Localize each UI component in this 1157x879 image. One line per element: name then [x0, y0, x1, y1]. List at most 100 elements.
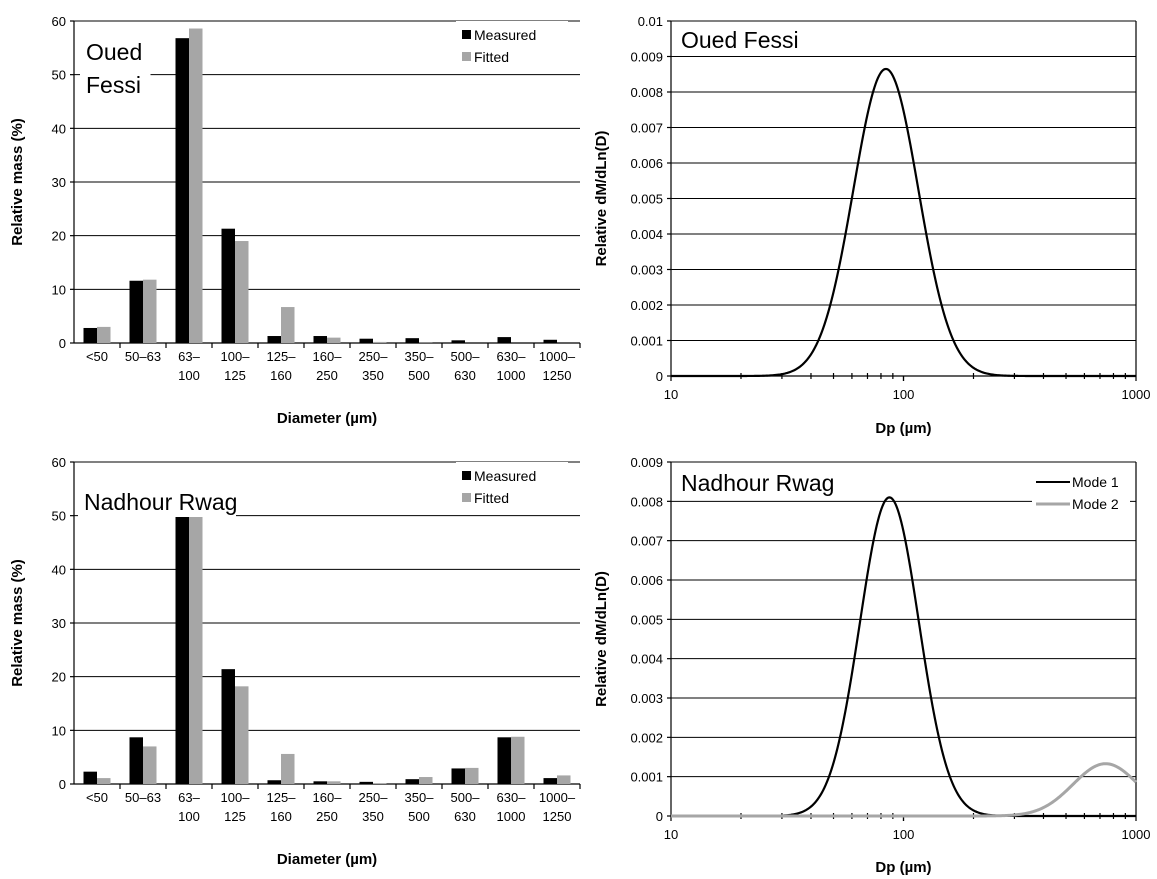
y-tick-label: 40: [52, 121, 66, 136]
y-tick-label: 0: [656, 369, 663, 384]
y-tick-label: 0.003: [630, 263, 663, 278]
y-tick-label: 10: [52, 282, 66, 297]
x-tick-label: 100–: [221, 790, 251, 805]
bar-fitted: [189, 28, 203, 343]
y-tick-label: 0.009: [630, 50, 663, 65]
x-axis-label: Diameter (µm): [277, 851, 377, 868]
x-tick-label: 350–: [405, 790, 435, 805]
legend-background: [456, 21, 568, 71]
x-tick-label: 125: [224, 809, 246, 824]
y-tick-label: 0: [59, 336, 66, 351]
legend-label: Fitted: [474, 490, 509, 506]
bar-measured: [543, 339, 557, 343]
title-background: [78, 480, 236, 517]
bar-measured: [497, 337, 511, 343]
y-tick-label: 0.001: [630, 334, 663, 349]
bar-measured: [405, 338, 419, 343]
x-tick-label: 630–: [497, 349, 527, 364]
x-tick-label: 350: [362, 368, 384, 383]
bar-measured: [83, 327, 97, 343]
y-tick-label: 0.007: [630, 121, 663, 136]
x-tick-label: 630: [454, 809, 476, 824]
bar-measured: [359, 338, 373, 343]
bar-measured: [359, 781, 373, 784]
x-tick-label: 100: [178, 368, 200, 383]
x-tick-label: 1250: [543, 368, 572, 383]
y-tick-label: 30: [52, 616, 66, 631]
bar-fitted: [189, 506, 203, 784]
bar-measured: [221, 669, 235, 784]
legend-swatch: [462, 493, 471, 502]
x-tick-label: 250–: [359, 349, 389, 364]
title-background: [675, 25, 801, 55]
x-tick-label: 250: [316, 368, 338, 383]
x-axis-label: Dp (µm): [875, 420, 931, 437]
x-tick-label: 630: [454, 368, 476, 383]
chart-line1: 0 0.001 0.002 0.003 0.004 0.005 0.006 0.007 0.00…: [593, 14, 1150, 437]
y-tick-label: 0.003: [630, 691, 663, 706]
bar-fitted: [235, 241, 249, 343]
legend-background: [1032, 472, 1130, 518]
bar-fitted: [281, 753, 295, 784]
x-tick-label: 160: [270, 368, 292, 383]
bar-measured: [129, 280, 143, 343]
bar-measured: [313, 781, 327, 784]
bar-fitted: [511, 736, 525, 784]
chart-bar2: 0 10 20 30 40 50 60 <50 50–63 63– 100 100– 125 125– 16…: [9, 455, 581, 868]
x-tick-label: 50–63: [125, 349, 161, 364]
series-line-1: [671, 67, 1136, 378]
bar-fitted: [327, 337, 341, 343]
x-tick-label: 10: [664, 827, 678, 842]
bar-measured: [267, 336, 281, 343]
chart-title: Oued Fessi: [681, 27, 799, 53]
legend-swatch: [462, 52, 471, 61]
x-axis-label: Dp (µm): [875, 859, 931, 876]
y-tick-label: 0.009: [630, 455, 663, 470]
x-tick-label: 1250: [543, 809, 572, 824]
legend-swatch: [462, 30, 471, 39]
bar-fitted: [143, 746, 157, 784]
x-tick-label: 63–: [178, 790, 200, 805]
y-tick-label: 0.004: [630, 652, 663, 667]
y-tick-label: 30: [52, 175, 66, 190]
y-tick-label: 60: [52, 455, 66, 470]
bar-fitted: [143, 279, 157, 343]
legend-swatch: [462, 471, 471, 480]
bar-measured: [175, 511, 189, 784]
bar-measured: [451, 340, 465, 343]
bar-measured: [267, 780, 281, 784]
chart-title: Nadhour Rwag: [681, 470, 834, 496]
bar-fitted: [97, 778, 111, 784]
y-tick-label: 0.002: [630, 730, 663, 745]
x-tick-label: 100: [893, 387, 915, 402]
x-axis-label: Diameter (µm): [277, 410, 377, 427]
y-tick-label: 0.001: [630, 770, 663, 785]
bar-fitted: [97, 326, 111, 343]
y-axis-label: Relative mass (%): [9, 118, 26, 246]
y-axis-label: Relative dM/dLn(D): [593, 571, 610, 707]
bar-fitted: [465, 767, 479, 784]
bar-fitted: [419, 777, 433, 784]
x-tick-label: 500: [408, 809, 430, 824]
x-tick-label: 350–: [405, 349, 435, 364]
chart-title: Oued: [86, 39, 142, 65]
bar-measured: [497, 737, 511, 784]
legend-label: Measured: [474, 27, 536, 43]
y-tick-label: 0.008: [630, 85, 663, 100]
y-tick-label: 0.002: [630, 298, 663, 313]
title-background: [675, 468, 825, 498]
y-axis-label: Relative mass (%): [9, 559, 26, 687]
x-tick-label: 160–: [313, 349, 343, 364]
legend-label: Mode 1: [1072, 474, 1119, 490]
bar-fitted: [373, 341, 387, 343]
bar-measured: [175, 38, 189, 343]
bar-measured: [313, 336, 327, 343]
x-tick-label: 250–: [359, 790, 389, 805]
x-tick-label: 1000: [497, 809, 526, 824]
series-line-2: [671, 762, 1138, 818]
x-tick-label: 1000–: [539, 349, 576, 364]
x-tick-label: 10: [664, 387, 678, 402]
y-tick-label: 20: [52, 229, 66, 244]
x-tick-label: 100–: [221, 349, 251, 364]
